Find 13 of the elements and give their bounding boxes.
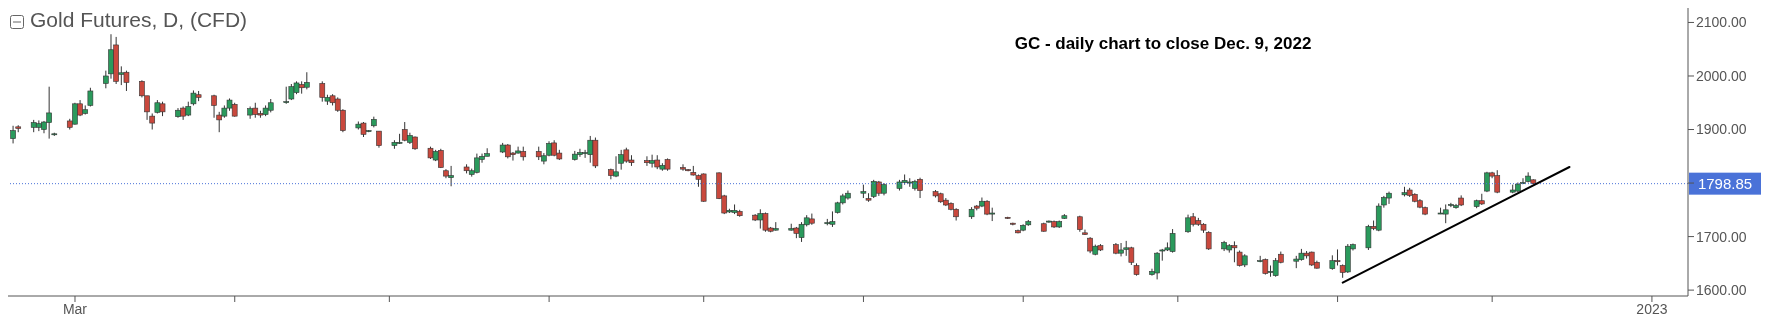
ref-line-label: 1798.85	[1697, 174, 1753, 192]
y-tick-label: 1700.00	[1696, 228, 1747, 245]
candlestick	[644, 155, 650, 167]
y-tick-label: 1900.00	[1696, 121, 1747, 138]
annotation: GC - daily chart to close Dec. 9, 2022	[1014, 34, 1312, 54]
candlestick	[1365, 224, 1372, 251]
y-tick-label: 2100.00	[1696, 14, 1747, 31]
chart-title: Gold Futures, D, (CFD)	[30, 8, 248, 32]
x-tick-label: 2023	[1636, 300, 1668, 317]
y-tick-label: 1600.00	[1696, 282, 1747, 299]
x-tick-label: Mar	[62, 300, 88, 317]
candlestick	[319, 80, 326, 103]
y-tick-label: 2000.00	[1696, 67, 1747, 84]
